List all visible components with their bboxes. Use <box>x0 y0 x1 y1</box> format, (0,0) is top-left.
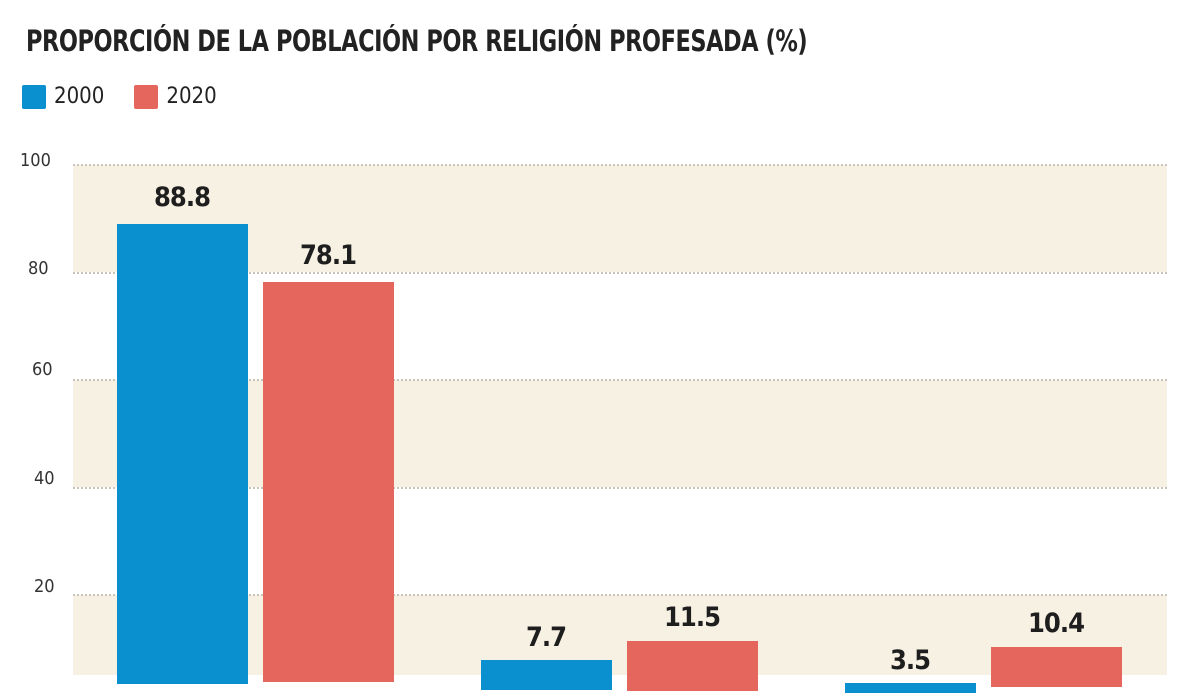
legend-label-2000: 2000 <box>54 84 105 109</box>
value-label-group3-2020: 10.4 <box>1028 608 1085 639</box>
bar-group1-2000 <box>117 224 248 684</box>
y-tick-20: 20 <box>34 576 55 597</box>
bar-group3-2020 <box>991 647 1122 687</box>
legend-swatch-2000 <box>22 84 46 109</box>
legend: 2000 2020 <box>22 84 247 109</box>
chart-title: PROPORCIÓN DE LA POBLACIÓN POR RELIGIÓN … <box>26 24 808 58</box>
plot-area: 100 80 60 40 20 88.8 78.1 7.7 11.5 3.5 1… <box>20 150 1167 693</box>
value-label-group2-2000: 7.7 <box>525 622 567 653</box>
gridline-20 <box>73 594 1167 596</box>
y-tick-60: 60 <box>32 359 53 380</box>
band-40-60 <box>73 380 1167 487</box>
gridline-80 <box>73 272 1167 274</box>
band-80-100 <box>73 165 1167 272</box>
legend-swatch-2020 <box>134 84 159 109</box>
value-label-group1-2020: 78.1 <box>300 240 357 271</box>
bar-group2-2000 <box>481 660 612 690</box>
value-label-group3-2000: 3.5 <box>889 645 931 676</box>
y-tick-100: 100 <box>20 150 51 171</box>
value-label-group1-2000: 88.8 <box>154 182 211 213</box>
gridline-40 <box>73 487 1167 489</box>
legend-label-2020: 2020 <box>166 84 217 109</box>
legend-item-2020: 2020 <box>134 84 217 109</box>
band-0-20 <box>73 595 1167 675</box>
y-tick-40: 40 <box>34 468 55 489</box>
gridline-100 <box>73 164 1167 166</box>
legend-item-2000: 2000 <box>22 84 104 109</box>
bar-group2-2020 <box>627 641 758 691</box>
value-label-group2-2020: 11.5 <box>664 602 721 633</box>
bar-group1-2020 <box>263 282 394 682</box>
y-tick-80: 80 <box>28 258 49 279</box>
bar-group3-2000 <box>845 683 976 693</box>
gridline-60 <box>73 379 1167 381</box>
